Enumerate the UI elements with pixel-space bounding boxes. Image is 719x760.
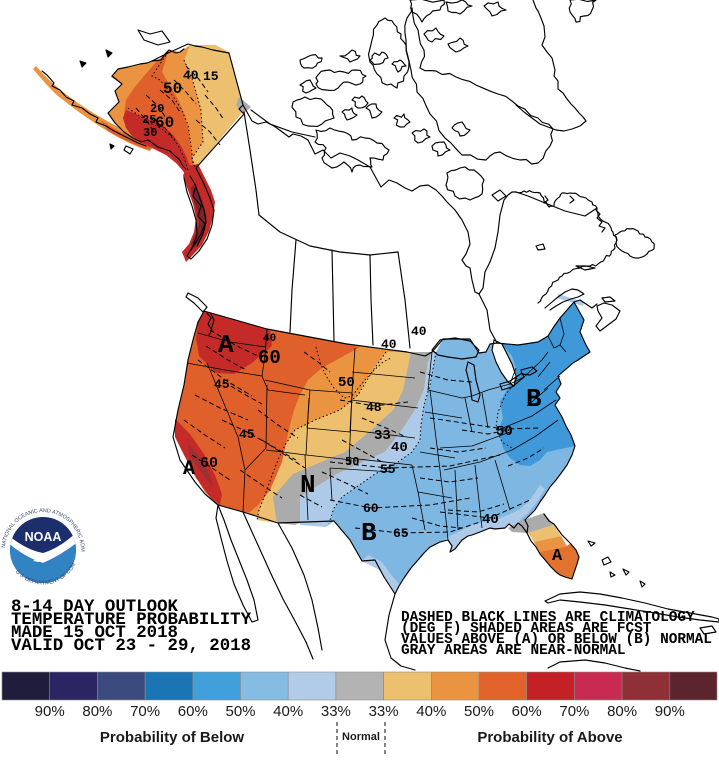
svg-text:60: 60 — [363, 501, 379, 516]
svg-text:TEMPERATURE PROBABILITY: TEMPERATURE PROBABILITY — [11, 611, 252, 630]
svg-text:90%: 90% — [35, 703, 65, 720]
svg-text:90%: 90% — [655, 703, 685, 720]
svg-text:40: 40 — [183, 68, 199, 83]
svg-text:80%: 80% — [607, 703, 637, 720]
svg-text:VALUES ABOVE (A) OR BELOW (B): VALUES ABOVE (A) OR BELOW (B) NORMAL — [401, 632, 712, 648]
svg-text:45: 45 — [239, 427, 255, 442]
svg-text:80%: 80% — [82, 703, 112, 720]
svg-text:40: 40 — [391, 440, 408, 456]
svg-text:60: 60 — [258, 347, 281, 369]
svg-text:40: 40 — [411, 324, 427, 339]
svg-text:40: 40 — [482, 512, 499, 528]
svg-text:Probability of Below: Probability of Below — [100, 729, 245, 746]
svg-text:VALID OCT 23 - 29, 2018: VALID OCT 23 - 29, 2018 — [11, 637, 251, 656]
svg-text:NOAA: NOAA — [25, 530, 62, 544]
svg-text:20: 20 — [150, 102, 164, 116]
svg-text:(DEG F) SHADED AREAS ARE FCST: (DEG F) SHADED AREAS ARE FCST — [401, 621, 652, 637]
svg-text:50%: 50% — [464, 703, 494, 720]
svg-text:55: 55 — [380, 462, 396, 477]
svg-text:Normal: Normal — [342, 731, 380, 743]
svg-text:33%: 33% — [369, 703, 399, 720]
svg-text:GRAY AREAS ARE NEAR-NORMAL: GRAY AREAS ARE NEAR-NORMAL — [401, 643, 626, 659]
svg-text:8-14 DAY OUTLOOK: 8-14 DAY OUTLOOK — [11, 598, 179, 617]
svg-text:50: 50 — [496, 424, 513, 440]
svg-text:33: 33 — [374, 428, 391, 444]
svg-text:30: 30 — [143, 126, 157, 140]
svg-text:70%: 70% — [130, 703, 160, 720]
svg-text:15: 15 — [203, 69, 219, 84]
svg-text:50: 50 — [345, 455, 359, 469]
svg-text:50%: 50% — [225, 703, 255, 720]
svg-text:40: 40 — [381, 337, 397, 352]
svg-text:70%: 70% — [559, 703, 589, 720]
svg-text:60: 60 — [200, 455, 218, 472]
svg-text:40%: 40% — [273, 703, 303, 720]
svg-text:50: 50 — [338, 375, 355, 391]
svg-text:65: 65 — [393, 526, 409, 541]
svg-text:60%: 60% — [178, 703, 208, 720]
svg-text:DASHED BLACK LINES ARE CLIMATO: DASHED BLACK LINES ARE CLIMATOLOGY — [401, 610, 695, 626]
svg-text:N: N — [300, 470, 316, 500]
svg-text:Probability of Above: Probability of Above — [477, 729, 622, 746]
svg-text:A: A — [552, 547, 563, 566]
svg-text:B: B — [526, 384, 542, 414]
svg-text:60%: 60% — [512, 703, 542, 720]
svg-text:A: A — [183, 458, 195, 481]
svg-text:MADE 15 OCT 2018: MADE 15 OCT 2018 — [11, 624, 178, 643]
svg-text:45: 45 — [214, 377, 230, 392]
svg-text:40%: 40% — [416, 703, 446, 720]
svg-text:A: A — [218, 330, 234, 360]
svg-text:40: 40 — [263, 333, 276, 345]
svg-text:B: B — [361, 518, 377, 548]
svg-text:33%: 33% — [321, 703, 351, 720]
svg-text:25: 25 — [142, 113, 156, 127]
svg-text:60: 60 — [155, 114, 174, 132]
svg-text:50: 50 — [163, 80, 182, 98]
svg-text:48: 48 — [366, 400, 382, 415]
